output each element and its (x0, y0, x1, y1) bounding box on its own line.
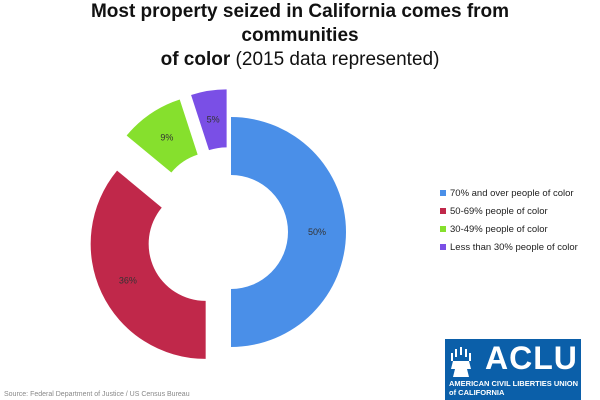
slice-data-label: 9% (160, 133, 173, 143)
donut-slice-1 (231, 117, 346, 347)
chart-title-line2-normal: (2015 data represented) (230, 49, 440, 70)
aclu-subtitle-line1: AMERICAN CIVIL LIBERTIES UNION (449, 379, 579, 388)
legend-swatch (440, 190, 446, 196)
chart-title: Most property seized in California comes… (40, 0, 560, 72)
aclu-subtitle-line2: of CALIFORNIA (449, 388, 505, 397)
legend-item: Less than 30% people of color (440, 238, 600, 256)
legend-item: 70% and over people of color (440, 184, 600, 202)
legend-label: 50-69% people of color (450, 205, 548, 217)
aclu-subtitle: AMERICAN CIVIL LIBERTIES UNION of CALIFO… (449, 379, 579, 397)
legend-swatch (440, 244, 446, 250)
source-footnote: Source: Federal Department of Justice / … (4, 391, 190, 398)
slice-data-label: 5% (207, 114, 220, 124)
legend-item: 30-49% people of color (440, 220, 600, 238)
legend-item: 50-69% people of color (440, 202, 600, 220)
legend-label: Less than 30% people of color (450, 241, 578, 253)
donut-slice-4 (191, 89, 227, 151)
aclu-logo: ACLU AMERICAN CIVIL LIBERTIES UNION of C… (445, 339, 581, 400)
legend-swatch (440, 226, 446, 232)
aclu-wordmark: ACLU (481, 341, 579, 375)
legend-label: 30-49% people of color (450, 223, 548, 235)
donut-slice-2 (90, 170, 206, 359)
slice-data-label: 50% (308, 227, 326, 237)
legend-label: 70% and over people of color (450, 187, 574, 199)
chart-title-line1: Most property seized in California comes… (90, 1, 510, 46)
chart-title-line2-bold: of color (160, 49, 231, 70)
statue-of-liberty-icon (445, 339, 483, 400)
donut-slice-3 (126, 99, 198, 173)
legend-swatch (440, 208, 446, 214)
slice-data-label: 36% (119, 276, 137, 286)
chart-legend: 70% and over people of color 50-69% peopl… (440, 184, 600, 256)
